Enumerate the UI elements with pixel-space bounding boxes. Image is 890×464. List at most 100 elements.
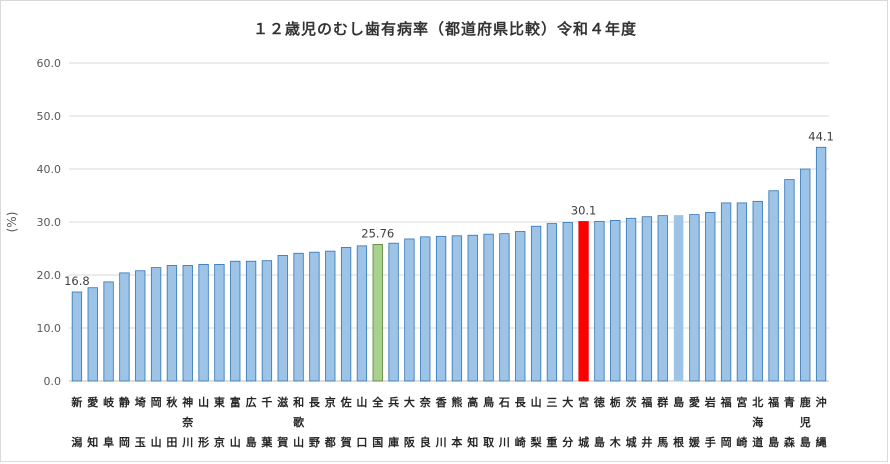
y-tick-label: 60.0 [37,57,62,70]
bar [293,252,304,382]
bar [515,231,526,382]
category-label: 佐 [340,395,352,409]
category-label: 岩 [704,395,716,409]
category-label: 良 [420,435,431,449]
category-label: 沖 [816,395,827,409]
bar [499,233,510,382]
data-label: 44.1 [808,129,834,143]
chart-title: １２歳児のむし歯有病率（都道府県比較）令和４年度 [252,20,637,38]
bar [736,202,748,382]
category-label: 海 [752,415,763,429]
category-label: 城 [626,435,637,449]
category-label: 重 [546,435,557,449]
category-label: 福 [720,395,732,409]
category-label: 岡 [151,396,162,409]
category-label: 兵 [388,395,399,409]
bar [150,267,162,382]
category-label: 熊 [451,395,462,409]
category-label: 長 [515,396,527,409]
bar [435,235,447,382]
bar [451,235,463,382]
category-label: 和 [293,395,304,409]
category-label: 福 [767,395,779,409]
y-tick-label: 50.0 [37,110,62,123]
category-label: 香 [435,395,448,409]
category-label: 梨 [530,435,543,449]
category-label: 山 [531,395,542,409]
bar [768,190,779,382]
category-label: 島 [246,435,257,449]
category-label: 知 [466,435,478,449]
category-label: 宮 [736,395,747,409]
category-label: 岡 [119,436,130,449]
category-label: 森 [784,435,796,449]
bar [705,212,716,382]
y-tick-label: 10.0 [37,322,62,335]
category-label: 大 [404,395,415,409]
category-label: 栃 [610,395,621,409]
category-label: 滋 [277,395,288,409]
category-label: 東 [214,395,226,409]
category-label: 馬 [657,436,668,449]
category-label: 京 [325,395,336,409]
bar [752,200,763,382]
bar [214,263,225,382]
bar [198,263,209,382]
category-label: 葉 [260,435,273,449]
bar [182,265,193,382]
y-tick-label: 30.0 [37,216,62,229]
category-label: 都 [324,435,336,449]
category-label: 形 [198,436,209,449]
category-label: 道 [752,435,763,449]
category-label: 鳥 [483,395,494,409]
category-label: 長 [309,396,321,409]
bar [420,236,431,382]
bar [784,179,795,382]
category-label: 三 [546,396,557,409]
bar [166,265,178,382]
category-label: 城 [578,435,589,449]
category-label: 千 [261,395,272,409]
y-axis-label: (%) [5,212,19,233]
category-label: 山 [356,395,367,409]
category-label: 岡 [721,436,732,449]
bar [340,247,352,382]
bar [325,250,336,382]
category-label: 島 [673,395,684,409]
bar [641,216,653,382]
category-label: 野 [309,436,320,449]
category-label: 歌 [293,415,305,429]
category-label: 根 [673,435,685,449]
bar [815,146,827,382]
bar [467,234,478,382]
category-label: 田 [166,436,177,449]
bar [594,221,605,382]
category-label: 福 [640,395,652,409]
category-label: 島 [768,435,779,449]
category-label: 阜 [103,435,114,449]
bar [720,202,732,382]
category-label: 鹿 [800,395,811,409]
category-label: 取 [483,436,494,449]
category-label: 青 [784,395,795,409]
data-label: 30.1 [571,203,597,217]
bar [404,238,415,382]
bar [388,242,399,382]
category-label: 媛 [688,435,701,449]
bar [261,260,273,382]
bar [230,260,241,382]
category-label: 京 [214,435,225,449]
category-label: 玉 [135,436,146,449]
category-label: 山 [151,435,162,449]
category-label: 奈 [181,415,194,429]
category-label: 山 [293,435,304,449]
category-label: 阪 [404,435,416,449]
category-label: 大 [562,395,573,409]
category-label: 児 [799,415,811,429]
category-label: 川 [181,436,193,449]
category-label: 島 [800,435,811,449]
category-label: 川 [435,436,447,449]
category-label: 全 [371,395,384,409]
bar [483,233,494,382]
category-label: 国 [372,436,383,449]
